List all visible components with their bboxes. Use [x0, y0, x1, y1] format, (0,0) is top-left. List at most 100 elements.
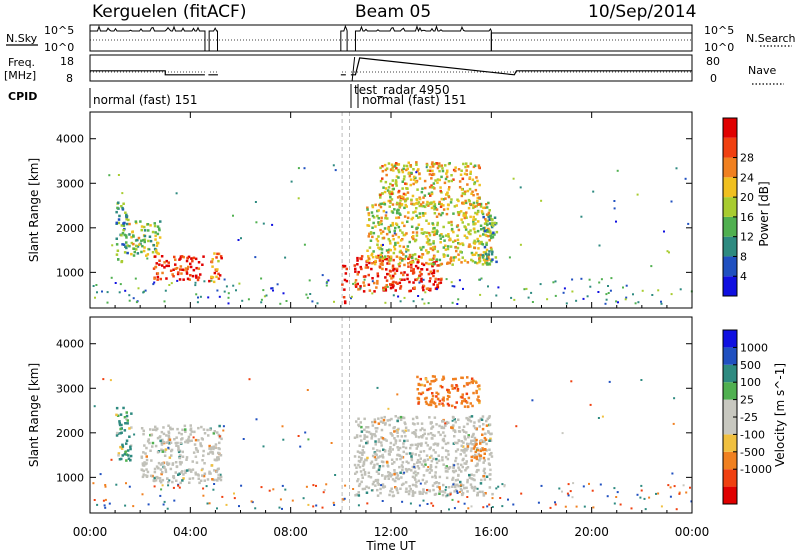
scatter-cell-5	[389, 286, 393, 290]
scatter-cell-1	[176, 427, 179, 431]
scatter-cell-2	[389, 489, 392, 493]
scatter-cell-2	[174, 263, 177, 266]
scatter-cell-1	[143, 225, 146, 229]
scatter-cell-5	[394, 289, 397, 292]
scatter-cell-bg	[586, 295, 589, 298]
scatter-cell-8	[481, 243, 485, 246]
scatter-cell-1	[130, 252, 133, 256]
scatter-cell-2	[484, 492, 487, 495]
scatter-cell-2	[373, 418, 377, 421]
scatter-cell-1	[180, 471, 183, 474]
scatter-cell-6	[379, 205, 383, 209]
scatter-cell-2	[357, 491, 360, 494]
scatter-cell-bg	[309, 293, 312, 295]
scatter-cell-6	[447, 235, 450, 238]
scatter-cell-1	[174, 441, 177, 445]
scatter-cell-7	[388, 205, 391, 208]
scatter-cell-5	[381, 263, 384, 266]
scatter-cell-1	[132, 247, 136, 250]
scatter-cell-3	[460, 376, 463, 379]
scatter-cell-2	[444, 470, 448, 473]
scatter-cell-7	[467, 198, 471, 202]
scatter-cell-1	[158, 435, 161, 439]
scatter-cell-2	[371, 424, 375, 427]
scatter-cell-6	[424, 212, 427, 215]
scatter-cell-6	[466, 236, 469, 240]
scatter-cell-bg	[419, 482, 422, 485]
scatter-cell-2	[453, 418, 456, 421]
scatter-cell-1	[180, 461, 183, 464]
scatter-cell-6	[410, 225, 414, 228]
scatter-cell-bg	[520, 492, 523, 495]
freq-right-bottom-tick: 0	[710, 72, 717, 85]
scatter-cell-6	[373, 262, 377, 266]
scatter-cell-2	[490, 455, 494, 458]
scatter-cell-2	[480, 478, 483, 482]
scatter-cell-1	[140, 250, 143, 254]
scatter-cell-2	[163, 266, 166, 269]
scatter-cell-7	[423, 194, 427, 197]
scatter-cell-8	[490, 260, 493, 263]
scatter-cell-bg	[399, 278, 402, 281]
scatter-cell-6	[431, 222, 434, 225]
scatter-cell-6	[379, 221, 382, 224]
scatter-cell-6	[396, 241, 400, 245]
scatter-cell-bg	[625, 284, 628, 287]
scatter-cell-6	[467, 230, 470, 234]
scatter-cell-bg	[453, 285, 456, 288]
scatter-cell-2	[196, 278, 200, 282]
scatter-cell-bg	[619, 503, 622, 506]
scatter-cell-3	[417, 400, 421, 404]
scatter-cell-6	[413, 253, 417, 256]
scatter-cell-4	[469, 449, 473, 453]
scatter-cell-6	[415, 227, 418, 231]
scatter-cell-bg	[247, 298, 250, 301]
scatter-cell-1	[171, 480, 174, 484]
scatter-cell-7	[420, 204, 424, 208]
scatter-cell-bg	[208, 502, 211, 505]
scatter-cell-bg	[106, 301, 109, 304]
scatter-cell-bg	[583, 505, 586, 508]
scatter-cell-1	[150, 459, 153, 462]
scatter-cell-1	[135, 221, 138, 225]
scatter-cell-3	[208, 279, 211, 283]
scatter-cell-2	[404, 467, 408, 471]
scatter-cell-bg	[622, 286, 624, 289]
scatter-cell-6	[395, 211, 399, 215]
scatter-cell-2	[403, 421, 406, 424]
scatter-cell-2	[391, 478, 395, 481]
scatter-cell-0	[129, 459, 132, 462]
scatter-cell-6	[472, 227, 476, 231]
scatter-cell-3	[210, 275, 213, 279]
scatter-cell-bg	[146, 257, 149, 260]
scatter-cell-2	[387, 471, 390, 474]
scatter-cell-2	[415, 481, 418, 484]
scatter-cell-0	[117, 201, 120, 204]
scatter-cell-0	[125, 222, 129, 226]
scatter-cell-3	[452, 377, 455, 381]
scatter-cell-2	[408, 485, 411, 488]
scatter-cell-1	[177, 431, 181, 435]
scatter-cell-0	[120, 224, 124, 227]
scatter-cell-0	[125, 442, 128, 445]
scatter-cell-2	[417, 435, 421, 439]
scatter-cell-2	[437, 431, 440, 434]
scatter-cell-1	[197, 477, 200, 480]
scatter-cell-bg	[303, 167, 306, 170]
scatter-cell-2	[418, 442, 421, 446]
scatter-cell-2	[465, 460, 468, 463]
x-axis-label: Time UT	[365, 539, 416, 553]
scatter-cell-6	[399, 213, 402, 216]
scatter-cell-2	[465, 416, 468, 420]
scatter-cell-6	[478, 257, 481, 260]
scatter-cell-6	[385, 232, 389, 236]
scatter-cell-bg	[315, 484, 317, 487]
x-tick-label: 04:00	[173, 525, 208, 539]
scatter-cell-5	[354, 279, 358, 282]
scatter-cell-1	[203, 432, 207, 435]
scatter-cell-7	[408, 171, 411, 174]
scatter-cell-1	[192, 451, 196, 454]
scatter-cell-2	[482, 469, 486, 472]
scatter-cell-bg	[128, 294, 131, 297]
scatter-cell-bg	[227, 296, 230, 299]
